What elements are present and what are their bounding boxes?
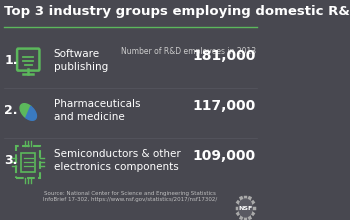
Text: 117,000: 117,000 — [193, 99, 256, 113]
Circle shape — [239, 199, 252, 217]
Text: 109,000: 109,000 — [193, 149, 256, 163]
Text: Semiconductors & other
electronics components: Semiconductors & other electronics compo… — [54, 149, 180, 172]
Text: NSF: NSF — [238, 205, 253, 211]
Polygon shape — [20, 104, 31, 118]
Polygon shape — [26, 106, 36, 120]
Text: Top 3 industry groups employing domestic R&D: Top 3 industry groups employing domestic… — [4, 5, 350, 18]
Text: Number of R&D employees in 2013: Number of R&D employees in 2013 — [121, 47, 256, 56]
Text: 181,000: 181,000 — [193, 49, 256, 63]
Text: 3.: 3. — [5, 154, 18, 167]
Text: Pharmaceuticals
and medicine: Pharmaceuticals and medicine — [54, 99, 140, 122]
Text: 1.: 1. — [5, 53, 18, 66]
Text: Source: National Center for Science and Engineering Statistics
InfoBrief 17-302,: Source: National Center for Science and … — [43, 191, 217, 202]
FancyBboxPatch shape — [21, 152, 35, 172]
FancyBboxPatch shape — [16, 146, 40, 178]
Text: 2.: 2. — [5, 103, 18, 117]
FancyBboxPatch shape — [17, 49, 40, 71]
Text: Software
publishing: Software publishing — [54, 49, 108, 72]
